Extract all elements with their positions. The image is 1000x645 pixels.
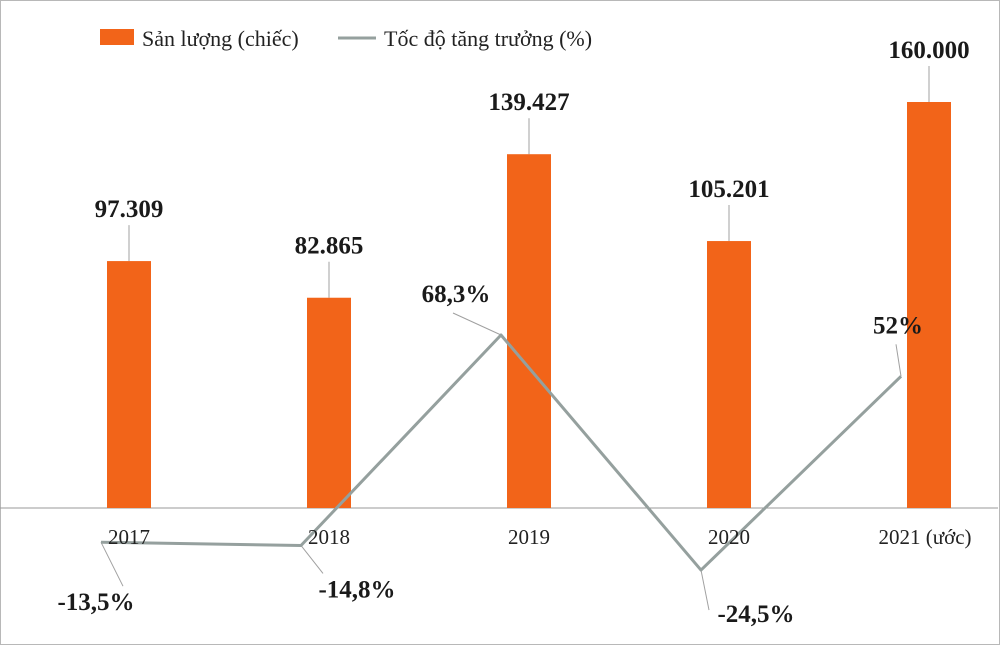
bars — [107, 102, 951, 509]
growth-leader-3 — [700, 569, 710, 611]
growth-value-label-4: 52% — [873, 312, 923, 339]
growth-leader-2 — [452, 312, 502, 336]
growth-value-label-3: -24,5% — [717, 601, 794, 628]
legend-label-line: Tốc độ tăng trưởng (%) — [384, 26, 592, 51]
tick-label-1: 2018 — [308, 525, 350, 549]
growth-value-label-1: -14,8% — [318, 576, 395, 603]
bar-2018 — [307, 297, 351, 508]
legend-swatch-bar — [100, 29, 134, 45]
bar-value-label-2: 139.427 — [488, 89, 569, 116]
bar-value-label-3: 105.201 — [688, 176, 769, 203]
legend: Sản lượng (chiếc) Tốc độ tăng trưởng (%) — [100, 26, 592, 51]
growth-value-label-2: 68,3% — [422, 281, 491, 308]
bar-value-label-0: 97.309 — [95, 196, 164, 223]
bar-2021 (ước) — [907, 102, 951, 508]
growth-leader-4 — [895, 344, 902, 377]
tick-label-0: 2017 — [108, 525, 150, 549]
growth-value-label-0: -13,5% — [57, 589, 134, 616]
tick-label-2: 2019 — [508, 525, 550, 549]
x-axis-ticks: 2017 2018 2019 2020 2021 (ước) — [108, 525, 972, 549]
growth-leader-0 — [100, 541, 124, 587]
bar-value-label-1: 82.865 — [295, 233, 364, 260]
legend-label-bar: Sản lượng (chiếc) — [142, 26, 299, 51]
bar-2020 — [707, 241, 751, 508]
leader-lines — [100, 66, 930, 611]
bar-data-labels: 97.309 82.865 139.427 105.201 160.000 — [95, 37, 970, 260]
tick-label-4: 2021 (ước) — [878, 525, 971, 549]
tick-label-3: 2020 — [708, 525, 750, 549]
bar-2017 — [107, 261, 151, 508]
bar-value-label-4: 160.000 — [888, 37, 969, 64]
bar-2019 — [507, 154, 551, 509]
line-data-labels: -13,5% -14,8% 68,3% -24,5% 52% — [57, 281, 923, 628]
growth-leader-1 — [300, 545, 324, 574]
growth-series-line — [100, 333, 903, 572]
